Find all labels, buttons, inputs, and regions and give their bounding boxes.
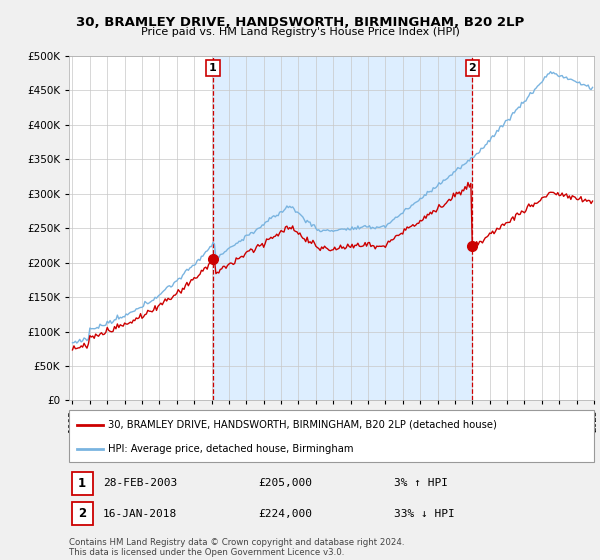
Bar [213, 56, 472, 400]
Text: 1: 1 [209, 63, 217, 73]
Text: Price paid vs. HM Land Registry's House Price Index (HPI): Price paid vs. HM Land Registry's House … [140, 27, 460, 37]
Text: HPI: Average price, detached house, Birmingham: HPI: Average price, detached house, Birm… [109, 444, 354, 454]
Text: 1: 1 [78, 477, 86, 490]
Text: 2: 2 [78, 507, 86, 520]
Text: £205,000: £205,000 [258, 478, 312, 488]
Text: 28-FEB-2003: 28-FEB-2003 [103, 478, 178, 488]
Text: 30, BRAMLEY DRIVE, HANDSWORTH, BIRMINGHAM, B20 2LP: 30, BRAMLEY DRIVE, HANDSWORTH, BIRMINGHA… [76, 16, 524, 29]
FancyBboxPatch shape [71, 502, 92, 525]
Text: 33% ↓ HPI: 33% ↓ HPI [395, 508, 455, 519]
Text: Contains HM Land Registry data © Crown copyright and database right 2024.
This d: Contains HM Land Registry data © Crown c… [69, 538, 404, 557]
Text: 30, BRAMLEY DRIVE, HANDSWORTH, BIRMINGHAM, B20 2LP (detached house): 30, BRAMLEY DRIVE, HANDSWORTH, BIRMINGHA… [109, 420, 497, 430]
Text: 2: 2 [469, 63, 476, 73]
Text: 3% ↑ HPI: 3% ↑ HPI [395, 478, 449, 488]
FancyBboxPatch shape [71, 472, 92, 495]
FancyBboxPatch shape [69, 410, 594, 462]
Text: 16-JAN-2018: 16-JAN-2018 [103, 508, 178, 519]
Text: £224,000: £224,000 [258, 508, 312, 519]
